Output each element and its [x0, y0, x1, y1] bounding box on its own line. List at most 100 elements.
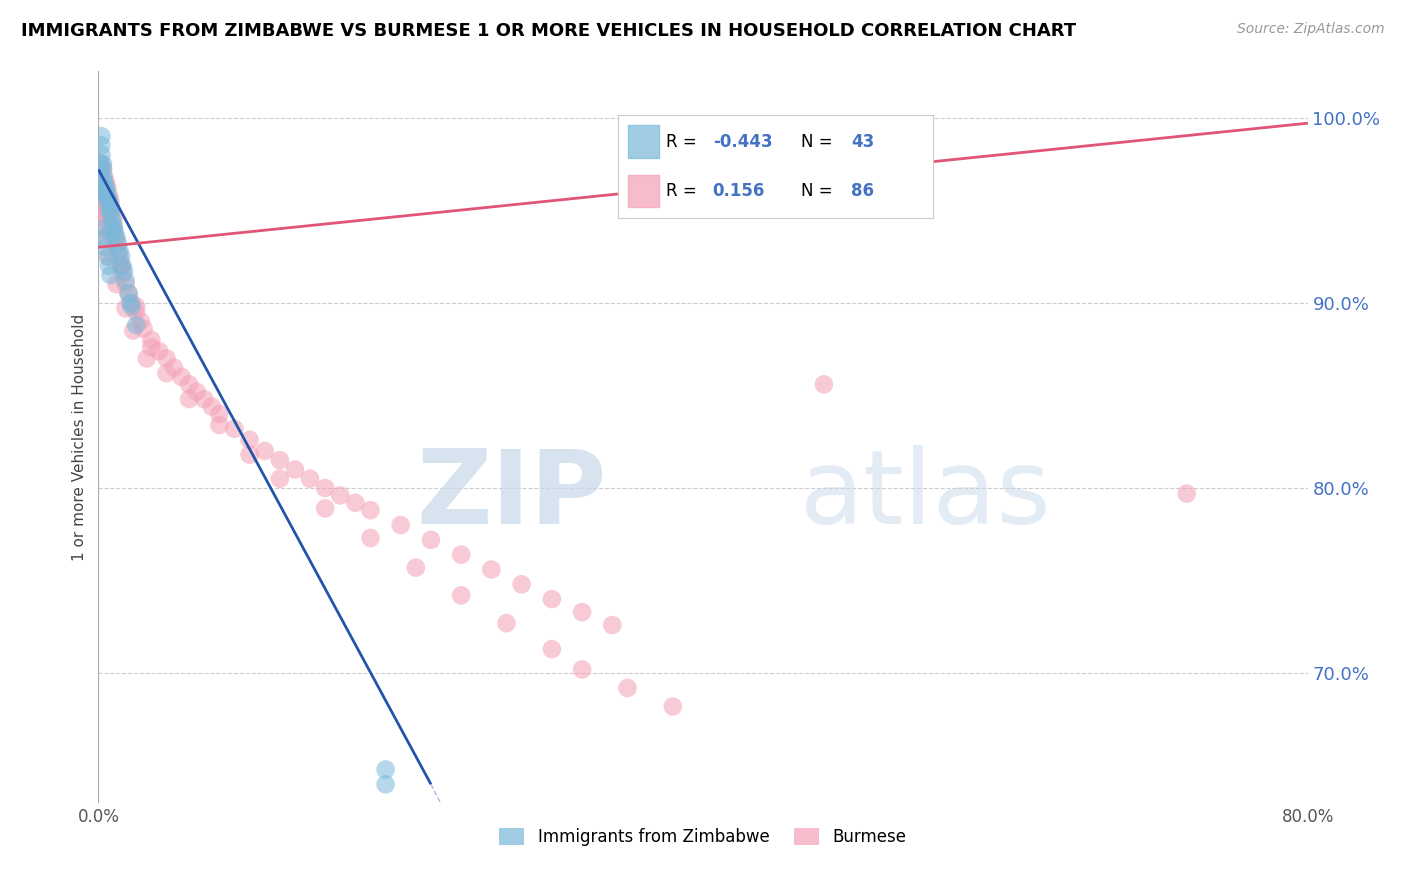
- Point: [201, 400, 224, 414]
- Point: [91, 169, 114, 184]
- Point: [121, 295, 143, 310]
- Point: [450, 588, 472, 602]
- Point: [93, 231, 115, 245]
- Point: [96, 188, 118, 202]
- Point: [90, 129, 112, 144]
- Point: [155, 366, 177, 380]
- Point: [239, 433, 262, 447]
- Point: [90, 185, 112, 199]
- Point: [112, 264, 135, 278]
- Point: [405, 560, 427, 574]
- Point: [94, 176, 117, 190]
- Legend: Immigrants from Zimbabwe, Burmese: Immigrants from Zimbabwe, Burmese: [499, 828, 907, 846]
- Point: [108, 252, 131, 266]
- Point: [98, 259, 121, 273]
- Point: [299, 472, 322, 486]
- Point: [100, 194, 122, 208]
- Point: [224, 422, 246, 436]
- Point: [89, 157, 111, 171]
- Point: [239, 448, 262, 462]
- Point: [121, 300, 143, 314]
- Point: [100, 200, 122, 214]
- Point: [269, 453, 291, 467]
- Point: [91, 162, 114, 177]
- Point: [110, 259, 132, 273]
- Point: [269, 472, 291, 486]
- Point: [125, 300, 148, 314]
- Point: [571, 663, 593, 677]
- Point: [107, 244, 129, 258]
- Point: [374, 763, 396, 777]
- Point: [118, 286, 141, 301]
- Point: [481, 562, 503, 576]
- Point: [495, 616, 517, 631]
- Point: [107, 236, 129, 251]
- Point: [93, 200, 115, 214]
- Point: [100, 226, 122, 240]
- Point: [661, 699, 683, 714]
- Point: [193, 392, 215, 406]
- Point: [103, 221, 125, 235]
- Point: [111, 259, 134, 273]
- Point: [314, 481, 336, 495]
- Point: [89, 166, 111, 180]
- Text: ZIP: ZIP: [416, 445, 606, 546]
- Point: [93, 185, 115, 199]
- Point: [96, 214, 118, 228]
- Point: [100, 207, 122, 221]
- Point: [540, 642, 562, 657]
- Point: [90, 138, 112, 153]
- Point: [91, 221, 114, 235]
- Point: [510, 577, 533, 591]
- Point: [91, 194, 114, 208]
- Point: [110, 250, 132, 264]
- Text: IMMIGRANTS FROM ZIMBABWE VS BURMESE 1 OR MORE VEHICLES IN HOUSEHOLD CORRELATION : IMMIGRANTS FROM ZIMBABWE VS BURMESE 1 OR…: [21, 22, 1076, 40]
- Point: [105, 231, 128, 245]
- Point: [125, 305, 148, 319]
- Point: [360, 531, 382, 545]
- Point: [571, 605, 593, 619]
- Point: [100, 268, 122, 282]
- Point: [450, 548, 472, 562]
- Point: [98, 250, 121, 264]
- Point: [129, 314, 152, 328]
- Point: [101, 212, 124, 227]
- Point: [96, 207, 118, 221]
- Point: [91, 231, 114, 245]
- Point: [98, 194, 121, 208]
- Point: [108, 244, 131, 258]
- Point: [103, 212, 125, 227]
- Point: [94, 207, 117, 221]
- Point: [104, 226, 127, 240]
- Y-axis label: 1 or more Vehicles in Household: 1 or more Vehicles in Household: [72, 313, 87, 561]
- Point: [344, 496, 367, 510]
- Point: [132, 322, 155, 336]
- Point: [179, 392, 201, 406]
- Point: [98, 203, 121, 218]
- Point: [125, 318, 148, 332]
- Point: [110, 259, 132, 273]
- Text: Source: ZipAtlas.com: Source: ZipAtlas.com: [1237, 22, 1385, 37]
- Point: [94, 188, 117, 202]
- Point: [148, 343, 170, 358]
- Point: [135, 351, 157, 366]
- Point: [91, 162, 114, 177]
- Point: [103, 218, 125, 232]
- Point: [111, 266, 134, 280]
- Point: [118, 286, 141, 301]
- Point: [389, 518, 412, 533]
- Point: [616, 681, 638, 695]
- Point: [374, 777, 396, 791]
- Point: [105, 277, 128, 292]
- Point: [91, 185, 114, 199]
- Point: [93, 176, 115, 190]
- Point: [420, 533, 443, 547]
- Point: [186, 384, 208, 399]
- Point: [329, 488, 352, 502]
- Point: [93, 181, 115, 195]
- Point: [96, 250, 118, 264]
- Point: [114, 301, 136, 316]
- Point: [163, 360, 186, 375]
- Point: [98, 188, 121, 202]
- Point: [101, 203, 124, 218]
